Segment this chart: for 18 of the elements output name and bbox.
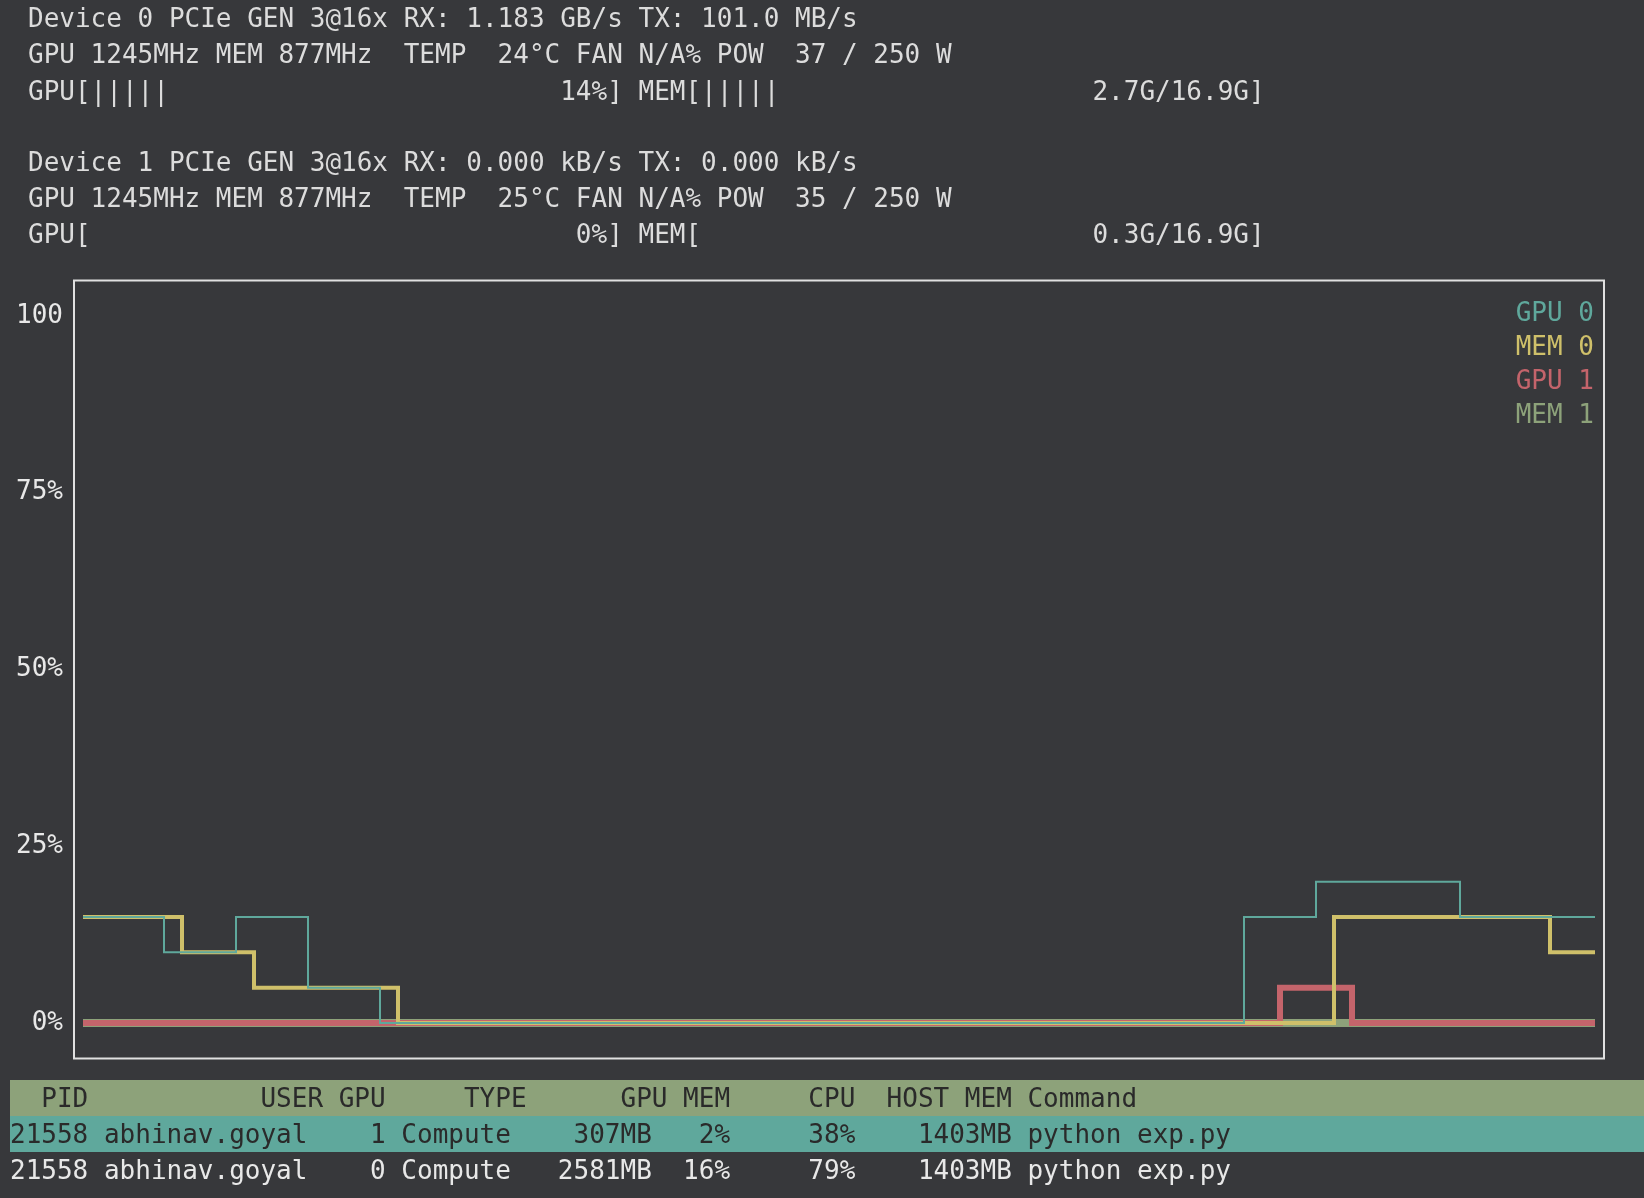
text: GPU 1245MHz MEM 877MHz TEMP 24°C FAN N/A% POW 37 / 250 W xyxy=(28,38,952,71)
y-tick-label: 100 xyxy=(16,298,63,329)
y-tick-label: 75% xyxy=(16,475,64,506)
text: Device 1 PCIe GEN 3@16x RX: 0.000 kB/s TX: 0.000 kB/s xyxy=(28,146,858,179)
text: MEM 0 xyxy=(1515,331,1594,362)
y-tick-label: 0% xyxy=(31,1005,64,1036)
y-tick-label: 50% xyxy=(16,652,64,683)
y-tick-label: 25% xyxy=(16,829,64,860)
text: Device 0 PCIe GEN 3@16x RX: 1.183 GB/s TX: 101.0 MB/s xyxy=(28,2,858,35)
text: GPU 1 xyxy=(1515,365,1594,396)
text: GPU 1245MHz MEM 877MHz TEMP 25°C FAN N/A% POW 35 / 250 W xyxy=(28,182,952,215)
text: 21558 abhinav.goyal 0 Compute 2581MB 16% 79% 1403MB python exp.py xyxy=(10,1154,1232,1187)
text: 21558 abhinav.goyal 1 Compute 307MB 2% 38% 1403MB python exp.py xyxy=(10,1116,1644,1152)
text: GPU[ 0%] MEM[ 0.3G/16.9G] xyxy=(28,218,1265,251)
text: PID USER GPU TYPE GPU MEM CPU HOST MEM Command xyxy=(10,1080,1644,1116)
text: GPU 0 xyxy=(1515,297,1594,328)
text: GPU[||||| 14%] MEM[||||| 2.7G/16.9G] xyxy=(28,75,1265,109)
text: MEM 1 xyxy=(1515,399,1594,430)
